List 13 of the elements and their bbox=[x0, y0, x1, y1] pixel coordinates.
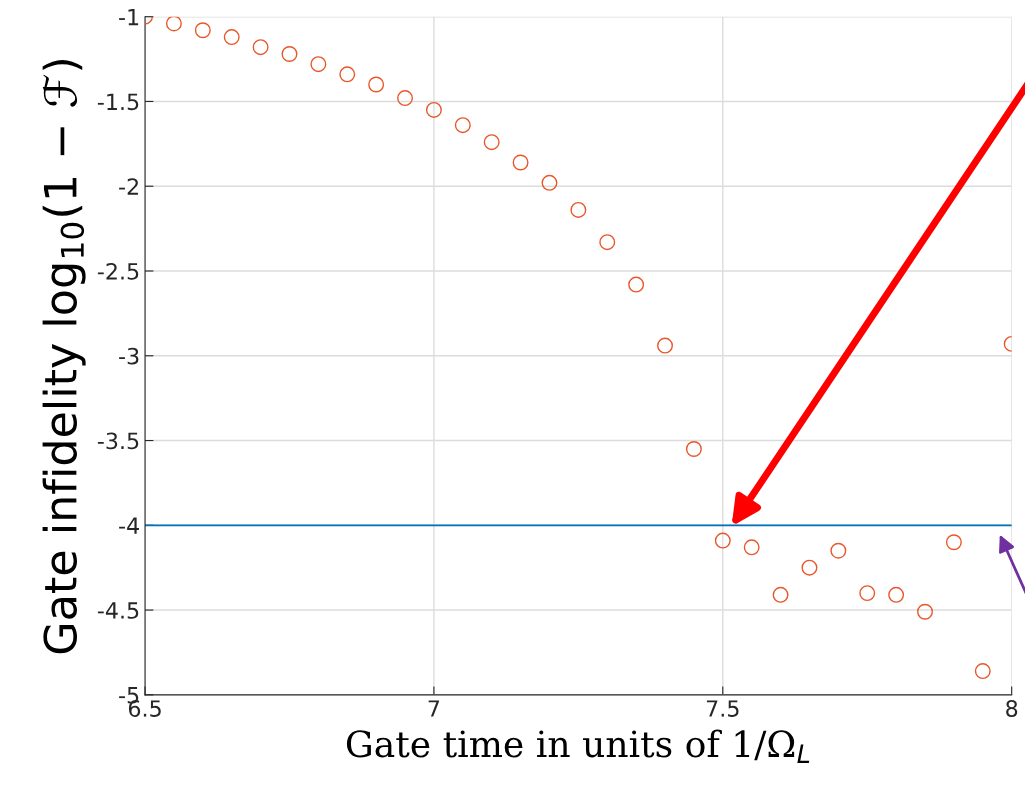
y-axis-title: Gate infidelity log$_{10}$(1 − ℱ) bbox=[42, 60, 86, 654]
y-tick-label: -3.5 bbox=[97, 432, 139, 450]
y-tick-label: -4.5 bbox=[97, 602, 139, 619]
x-tick-label: 7.5 bbox=[706, 700, 739, 717]
y-tick-label: -4 bbox=[119, 517, 139, 534]
y-tick-label: -2 bbox=[119, 178, 138, 195]
y-tick-label: -3 bbox=[119, 347, 139, 365]
y-tick-label: -1 bbox=[119, 8, 139, 26]
y-tick-label: -1.5 bbox=[97, 93, 139, 111]
x-tick-label: 8 bbox=[1006, 700, 1018, 717]
x-axis-title: Gate time in units of 1/Ω$_{L}$ bbox=[346, 729, 810, 763]
x-tick-label: 7 bbox=[428, 700, 440, 717]
y-tick-label: -2.5 bbox=[97, 262, 139, 280]
